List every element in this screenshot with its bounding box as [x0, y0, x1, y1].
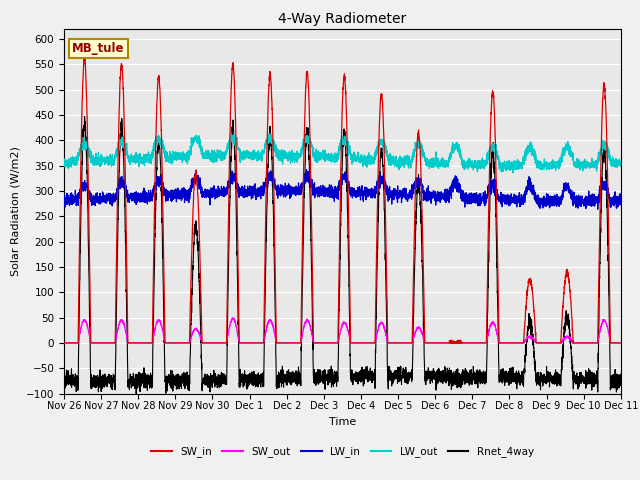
Text: MB_tule: MB_tule [72, 42, 125, 55]
Legend: SW_in, SW_out, LW_in, LW_out, Rnet_4way: SW_in, SW_out, LW_in, LW_out, Rnet_4way [147, 442, 538, 461]
Title: 4-Way Radiometer: 4-Way Radiometer [278, 12, 406, 26]
Y-axis label: Solar Radiation (W/m2): Solar Radiation (W/m2) [10, 146, 20, 276]
X-axis label: Time: Time [329, 417, 356, 427]
